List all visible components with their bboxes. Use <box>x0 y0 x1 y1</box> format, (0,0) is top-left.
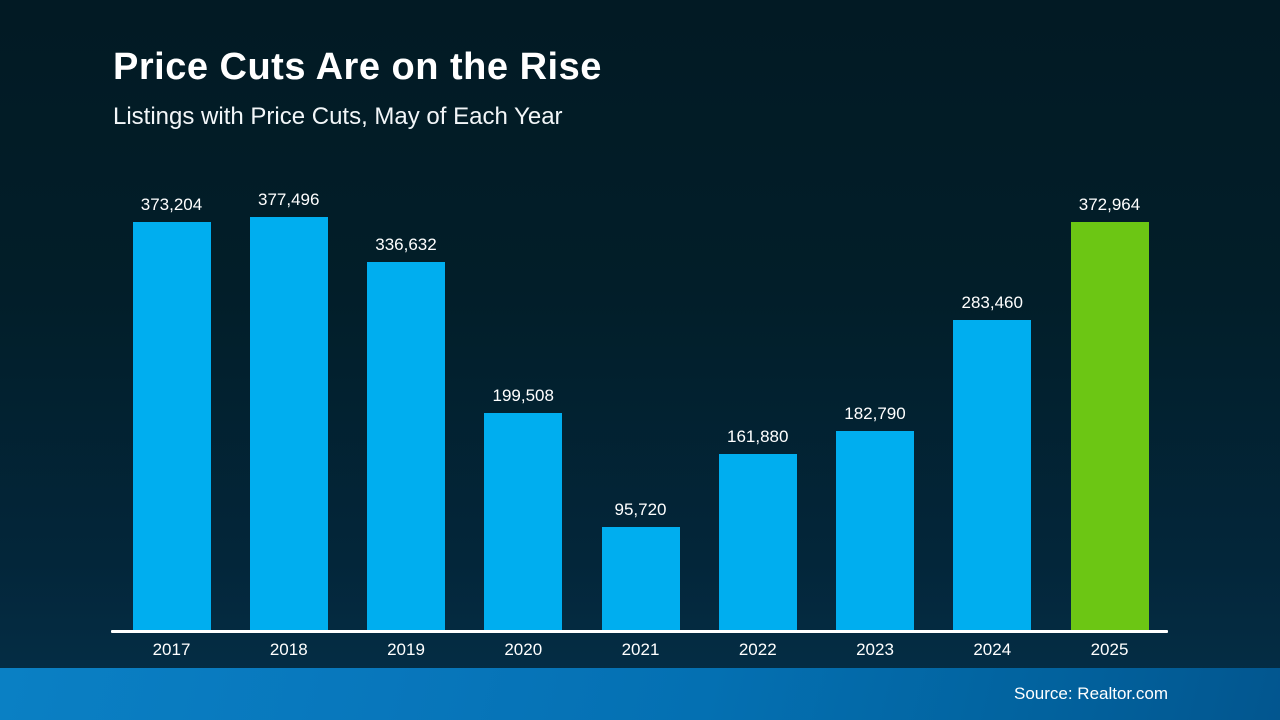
bar-column-2019: 336,632 <box>348 235 465 632</box>
plot-area: 373,204 377,496 336,632 199,508 95,720 161,88… <box>113 0 1168 632</box>
bar-column-2025: 372,964 <box>1051 195 1168 632</box>
bar-2017 <box>132 222 211 632</box>
value-label-2020: 199,508 <box>492 386 554 405</box>
bar-2020 <box>484 413 563 632</box>
value-label-2022: 161,880 <box>727 427 789 446</box>
value-label-2018: 377,496 <box>258 190 320 209</box>
bar-column-2017: 373,204 <box>113 195 230 632</box>
x-tick-2025: 2025 <box>1090 640 1129 659</box>
value-label-2025: 372,964 <box>1078 195 1141 214</box>
bar-column-2023: 182,790 <box>817 404 934 632</box>
value-label-2024: 283,460 <box>961 293 1023 312</box>
bar-column-2022: 161,880 <box>699 427 816 632</box>
page-title: Price Cuts Are on the Rise <box>113 46 602 88</box>
page-subtitle: Listings with Price Cuts, May of Each Ye… <box>113 103 563 130</box>
value-label-2017: 373,204 <box>140 195 203 214</box>
x-tick-2023: 2023 <box>856 640 894 659</box>
bar-column-2018: 377,496 <box>230 190 347 632</box>
bar-2024 <box>953 320 1032 632</box>
x-tick-2018: 2018 <box>269 640 308 659</box>
header: Price Cuts Are on the Rise Listings with… <box>113 46 602 131</box>
bar-2018 <box>249 217 328 632</box>
x-tick-2017: 2017 <box>152 640 191 659</box>
x-tick-2021: 2021 <box>621 640 660 659</box>
x-tick-2020: 2020 <box>504 640 543 659</box>
bar-2019 <box>367 262 445 632</box>
bar-2022 <box>718 454 797 632</box>
x-axis-labels: 2017 2018 2019 2020 2021 2022 2023 2024 2025 <box>113 640 1168 660</box>
bar-column-2021: 95,720 <box>582 500 699 632</box>
x-tick-2022: 2022 <box>738 640 777 659</box>
bar-2025 <box>1070 222 1149 632</box>
value-label-2019: 336,632 <box>375 235 437 254</box>
x-tick-2024: 2024 <box>973 640 1012 659</box>
bar-2023 <box>836 431 914 632</box>
footer-band: Source: Realtor.com <box>0 668 1280 720</box>
bar-2021 <box>601 527 680 632</box>
value-label-2023: 182,790 <box>844 404 906 423</box>
bar-column-2024: 283,460 <box>934 293 1051 632</box>
source-text: Source: Realtor.com <box>1013 684 1168 703</box>
x-tick-2019: 2019 <box>387 640 425 659</box>
value-label-2021: 95,720 <box>614 500 667 519</box>
bar-column-2020: 199,508 <box>465 386 582 632</box>
x-axis-line <box>111 630 1168 633</box>
